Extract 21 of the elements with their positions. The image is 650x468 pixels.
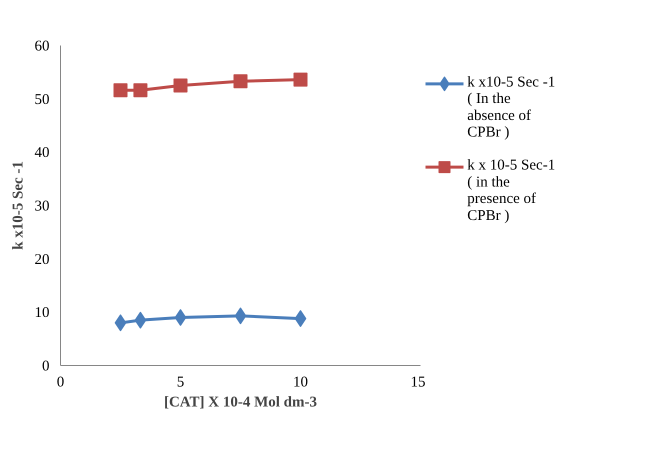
- x-axis-title: [CAT] X 10-4 Mol dm-3: [164, 394, 318, 410]
- y-tick-label: 30: [34, 198, 50, 214]
- point: [174, 309, 186, 326]
- point: [133, 83, 148, 98]
- x-tick-label: 10: [293, 374, 308, 390]
- y-tick-label: 40: [34, 145, 50, 162]
- y-tick-label: 60: [34, 38, 50, 54]
- y-tick-label: 10: [34, 305, 50, 322]
- legend-label: k x10-5 Sec -1 ( In the absence of CPBr ): [467, 74, 556, 141]
- y-tick-label: 0: [42, 358, 50, 374]
- x-tick-label: 5: [176, 374, 184, 390]
- legend-label: k x 10-5 Sec-1 ( in the presence of CPBr ): [467, 158, 556, 224]
- point: [294, 72, 308, 87]
- point: [114, 83, 128, 98]
- y-tick-label: 20: [34, 252, 50, 268]
- x-tick-label: 0: [56, 374, 64, 390]
- y-axis-title: k x10-5 Sec -1: [10, 161, 26, 250]
- y-tick-label: 50: [34, 92, 50, 108]
- point: [234, 74, 248, 88]
- point: [174, 78, 188, 92]
- x-tick-label: 15: [410, 374, 426, 390]
